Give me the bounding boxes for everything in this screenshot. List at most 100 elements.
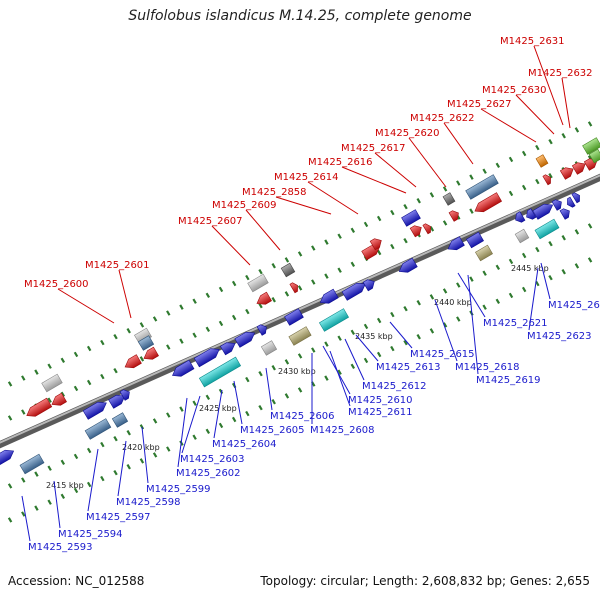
track-tick-bottom-inner <box>429 294 435 300</box>
track-tick-bottom-inner <box>139 424 145 430</box>
gene-glyph <box>535 154 549 168</box>
gene-glyph <box>401 209 421 227</box>
track-tick-top-inner <box>284 291 290 297</box>
gene-glyph <box>172 359 195 377</box>
genome-summary-label: Topology: circular; Length: 2,608,832 bp… <box>260 574 590 588</box>
track-tick-top-inner <box>376 249 382 256</box>
top-gene-leader <box>57 288 115 324</box>
track-tick-bottom-outer <box>337 369 342 375</box>
track-tick-top-outer <box>218 286 224 293</box>
gene-glyph <box>26 397 53 417</box>
gene-glyph <box>220 342 236 356</box>
gene-glyph <box>466 231 484 249</box>
bottom-gene-leader <box>181 395 201 454</box>
scale-label: 2425 kbp <box>199 404 237 413</box>
track-tick-top-outer <box>324 239 329 245</box>
gene-glyph <box>571 162 586 175</box>
track-tick-bottom-inner <box>126 430 131 436</box>
track-tick-top-outer <box>429 192 435 198</box>
bottom-gene-label: M1425_2619 <box>476 375 541 386</box>
bottom-gene-label: M1425_2623 <box>527 331 592 342</box>
gene-glyph <box>551 199 562 211</box>
track-tick-bottom-inner <box>482 270 487 276</box>
track-tick-top-outer <box>297 251 303 257</box>
track-tick-top-inner <box>403 237 408 244</box>
track-tick-top-outer <box>495 162 501 169</box>
track-tick-bottom-inner <box>271 365 276 371</box>
track-tick-top-outer <box>284 257 290 263</box>
track-tick-bottom-outer <box>258 404 263 411</box>
top-gene-label: M1425_2858 <box>242 187 307 198</box>
scale-label: 2430 kbp <box>278 367 316 376</box>
track-tick-bottom-outer <box>126 464 131 470</box>
track-tick-bottom-inner <box>574 229 580 235</box>
scale-label: 2420 kbp <box>122 443 160 452</box>
track-tick-top-outer <box>561 133 566 139</box>
top-gene-label: M1425_2632 <box>528 68 593 79</box>
bottom-gene-leader <box>213 389 223 439</box>
bottom-gene-leader <box>117 440 127 497</box>
track-tick-top-outer <box>231 280 237 287</box>
track-tick-bottom-inner <box>403 305 408 312</box>
track-tick-bottom-inner <box>469 276 474 282</box>
track-tick-top-inner <box>442 220 448 226</box>
track-tick-top-inner <box>205 326 211 333</box>
track-tick-bottom-inner <box>34 471 39 477</box>
bottom-gene-label: M1425_2603 <box>180 454 245 465</box>
track-tick-top-outer <box>350 227 356 234</box>
track-tick-top-inner <box>548 172 553 179</box>
bottom-gene-leader <box>434 299 458 362</box>
gene-glyph <box>134 327 152 345</box>
bottom-gene-label: M1425_2604 <box>212 439 277 450</box>
track-tick-bottom-inner <box>100 441 105 448</box>
track-tick-top-outer <box>442 186 448 192</box>
bottom-gene-label: M1425_2599 <box>146 484 211 495</box>
track-tick-bottom-outer <box>508 292 514 299</box>
track-tick-bottom-outer <box>73 487 79 494</box>
track-tick-top-outer <box>192 298 197 304</box>
genome-backbone-highlight <box>0 174 600 444</box>
track-tick-bottom-outer <box>521 286 527 293</box>
track-tick-top-inner <box>179 338 184 344</box>
bottom-gene-leader <box>233 380 243 425</box>
top-gene-label: M1425_2614 <box>274 172 339 183</box>
track-tick-bottom-inner <box>561 235 566 241</box>
top-gene-label: M1425_2630 <box>482 85 547 96</box>
top-gene-leader <box>374 152 417 188</box>
gene-glyph <box>362 279 375 292</box>
track-tick-bottom-outer <box>416 334 421 340</box>
track-tick-top-inner <box>166 344 171 350</box>
track-tick-bottom-inner <box>245 376 250 383</box>
top-gene-leader <box>245 209 281 251</box>
bottom-gene-label: M1425_2610 <box>348 395 413 406</box>
gene-glyph <box>475 244 493 262</box>
bottom-gene-label: M1425_2606 <box>270 411 335 422</box>
track-tick-top-inner <box>258 302 263 309</box>
gene-glyph <box>280 262 296 278</box>
track-tick-top-outer <box>311 245 316 251</box>
track-tick-bottom-inner <box>113 435 118 442</box>
track-tick-top-outer <box>456 180 461 186</box>
gene-glyph <box>559 167 574 180</box>
gene-glyph <box>234 331 256 348</box>
top-gene-leader <box>561 77 571 129</box>
scale-label: 2415 kbp <box>46 481 84 490</box>
track-tick-top-outer <box>469 174 474 180</box>
track-tick-top-inner <box>231 314 237 321</box>
track-tick-bottom-outer <box>456 316 461 322</box>
gene-glyph <box>137 335 155 351</box>
track-tick-bottom-inner <box>179 406 184 412</box>
track-tick-top-outer <box>574 127 580 133</box>
track-tick-top-outer <box>47 363 52 369</box>
bottom-gene-label: M1425_2594 <box>58 529 123 540</box>
gene-glyph <box>409 225 422 238</box>
track-tick-top-outer <box>205 292 211 299</box>
track-tick-top-outer <box>7 381 13 387</box>
track-tick-top-outer <box>86 345 92 352</box>
bottom-gene-leader <box>322 345 351 395</box>
gene-glyph <box>582 137 600 155</box>
track-tick-top-inner <box>311 279 316 285</box>
gene-glyph <box>84 418 112 440</box>
bottom-gene-leader <box>21 495 31 542</box>
